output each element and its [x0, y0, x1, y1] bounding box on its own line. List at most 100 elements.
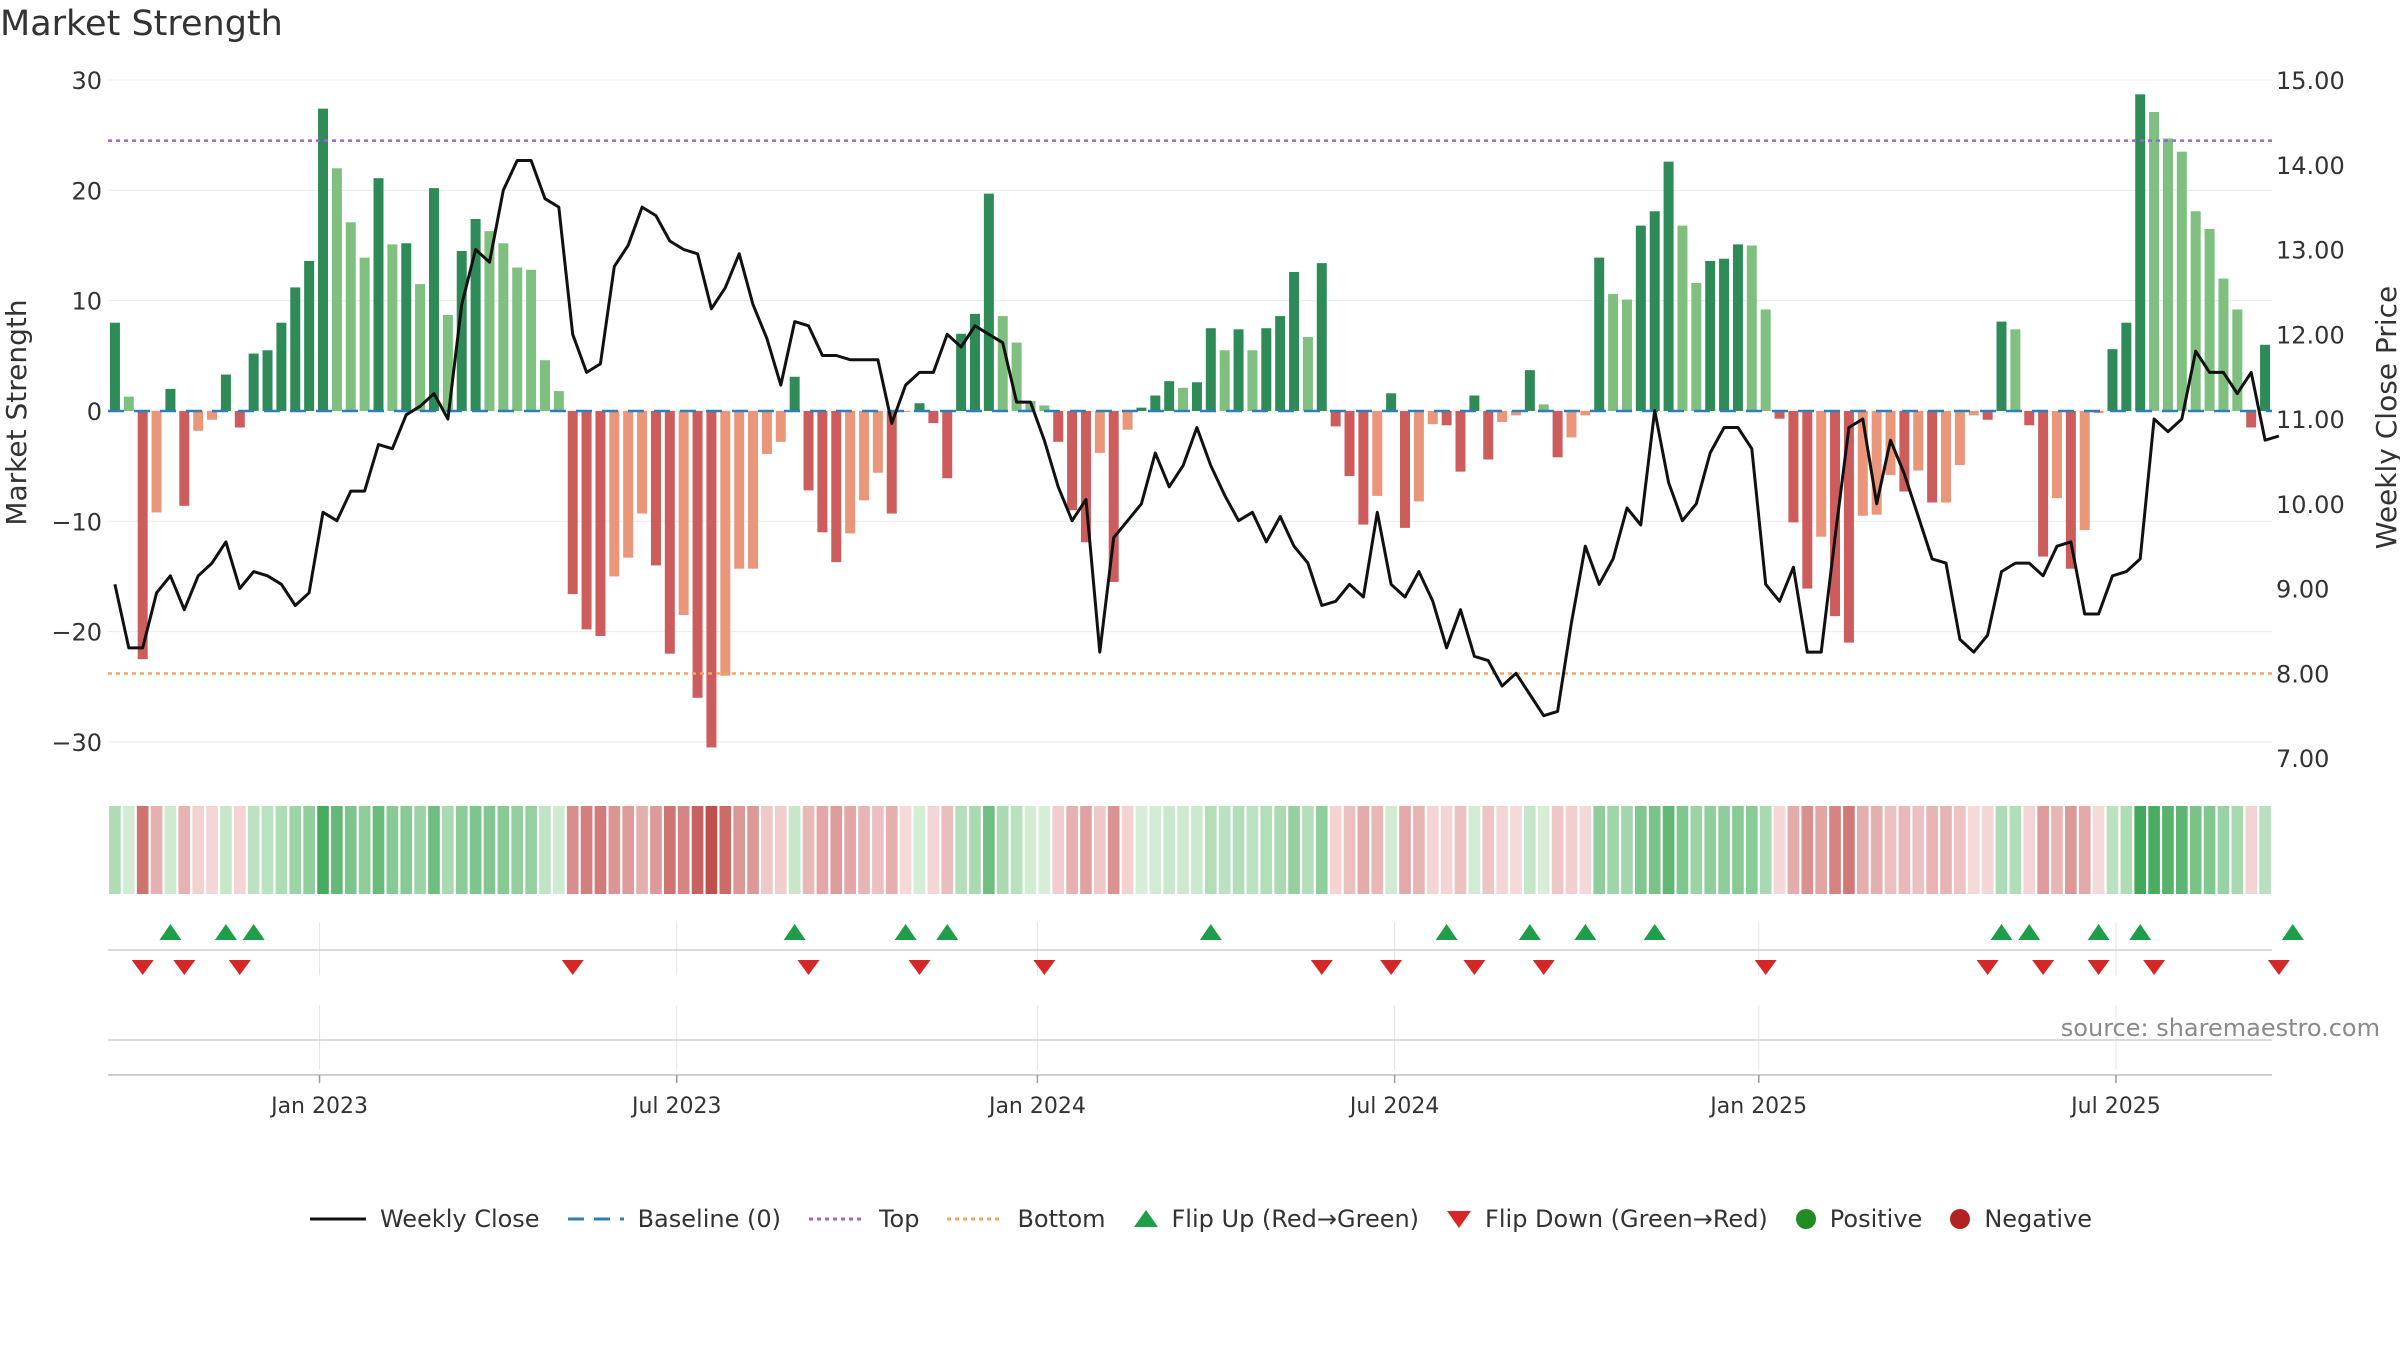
strength-bar	[1247, 350, 1258, 411]
heatmap-cell	[275, 806, 288, 894]
heatmap-cell	[1066, 806, 1078, 894]
strength-bar	[1219, 350, 1230, 411]
legend-positive[interactable]: Positive	[1794, 1205, 1922, 1233]
strength-bar	[248, 353, 259, 411]
legend-label: Negative	[1984, 1205, 2093, 1233]
strength-bar	[165, 388, 176, 411]
heatmap-cell	[164, 806, 177, 894]
strength-bar	[1386, 393, 1397, 411]
heatmap-cell	[1024, 806, 1037, 894]
flip-up-marker	[2129, 924, 2152, 940]
heatmap-cell	[483, 806, 496, 894]
y-tick-label: 20	[71, 177, 102, 205]
strength-bar	[1871, 410, 1882, 515]
flip-down-marker	[228, 960, 251, 975]
strength-bar	[1580, 410, 1591, 416]
strength-bar	[2232, 309, 2243, 411]
heatmap-cell	[2051, 806, 2063, 894]
heatmap-cell	[400, 806, 413, 894]
strength-bar	[1469, 395, 1480, 411]
heatmap-cell	[358, 806, 371, 894]
heatmap-cell	[511, 806, 524, 894]
heatmap-cell	[1163, 806, 1176, 894]
y2-tick-label: 14.00	[2276, 152, 2345, 180]
heatmap-cell	[497, 806, 510, 894]
strength-bar	[872, 410, 883, 473]
heatmap-cell	[1718, 806, 1730, 894]
heatmap-cell	[1898, 806, 1911, 894]
heatmap-cell	[553, 806, 565, 894]
legend-weekly-close[interactable]: Weekly Close	[308, 1205, 540, 1233]
strength-bar	[1954, 410, 1965, 466]
heatmap-cell	[830, 806, 843, 894]
legend-top[interactable]: Top	[807, 1205, 919, 1233]
heatmap-cell	[1080, 806, 1092, 894]
strength-bar	[1996, 321, 2007, 411]
negative-dot-icon	[1950, 1209, 1971, 1229]
heatmap-cell	[178, 806, 191, 894]
flip-down-marker	[1380, 960, 1403, 975]
strength-bar	[2010, 329, 2021, 411]
strength-bar	[1039, 405, 1050, 411]
heatmap-cell	[1815, 806, 1827, 894]
strength-bar	[1275, 316, 1286, 411]
heatmap-cell	[1052, 806, 1065, 894]
strength-bar	[789, 376, 800, 411]
heatmap-cell	[774, 806, 787, 894]
flip-down-marker	[1976, 960, 1999, 975]
heatmap-cell	[1829, 806, 1841, 894]
strength-bar	[1233, 329, 1244, 411]
flip-down-marker	[1532, 960, 1555, 975]
heatmap-cell	[1496, 806, 1508, 894]
heatmap-cell	[1385, 806, 1397, 894]
strength-bar	[900, 410, 911, 413]
strength-bar	[1191, 382, 1202, 411]
heatmap-cell	[1260, 806, 1273, 894]
y-tick-label: −10	[51, 508, 102, 536]
heatmap-cell	[1246, 806, 1259, 894]
strength-bar	[331, 168, 342, 411]
strength-bar	[123, 396, 134, 411]
strength-bar	[1816, 410, 1827, 537]
heatmap-cell	[663, 806, 676, 894]
heatmap-cell	[1454, 806, 1467, 894]
legend-baseline[interactable]: Baseline (0)	[566, 1205, 781, 1233]
heatmap-cell	[941, 806, 954, 894]
strength-bar	[1982, 410, 1993, 420]
strength-bar	[193, 410, 204, 431]
heatmap-cell	[2023, 806, 2036, 894]
flip-down-triangle-icon	[1447, 1211, 1472, 1228]
legend-flip-down[interactable]: Flip Down (Green→Red)	[1445, 1205, 1768, 1233]
heatmap-cell	[206, 806, 218, 894]
flip-up-marker	[2018, 924, 2041, 940]
heatmap-cell	[1135, 806, 1148, 894]
flip-up-marker	[1643, 924, 1666, 940]
y-tick-label: 30	[71, 67, 102, 95]
heatmap-cell	[1787, 806, 1800, 894]
x-tick-label: Jan 2025	[1708, 1094, 1807, 1119]
heatmap-cell	[566, 806, 579, 894]
grid-lines	[108, 79, 2272, 1070]
flip-down-marker	[1033, 960, 1056, 975]
heatmap-cell	[1648, 806, 1661, 894]
flip-down-marker	[1310, 960, 1333, 975]
strength-bar	[2051, 410, 2062, 499]
legend-negative[interactable]: Negative	[1948, 1205, 2092, 1233]
strength-bar	[664, 410, 675, 654]
y2-tick-label: 15.00	[2276, 67, 2345, 95]
flip-up-marker	[242, 924, 265, 940]
strength-bar	[775, 410, 786, 442]
heatmap-cell	[1801, 806, 1814, 894]
legend-flip-up[interactable]: Flip Up (Red→Green)	[1132, 1205, 1419, 1233]
legend-bottom[interactable]: Bottom	[945, 1205, 1106, 1233]
strength-bar	[1802, 410, 1813, 589]
strength-bar	[137, 410, 148, 660]
heatmap-cell	[1745, 806, 1758, 894]
heatmap-cell	[2065, 806, 2077, 894]
strength-bar	[526, 269, 537, 411]
x-tick-label: Jul 2023	[630, 1094, 722, 1119]
strength-bar	[1927, 410, 1938, 503]
flip-down-marker	[2087, 960, 2110, 975]
heatmap-cell	[1177, 806, 1189, 894]
heatmap-cell	[1357, 806, 1370, 894]
